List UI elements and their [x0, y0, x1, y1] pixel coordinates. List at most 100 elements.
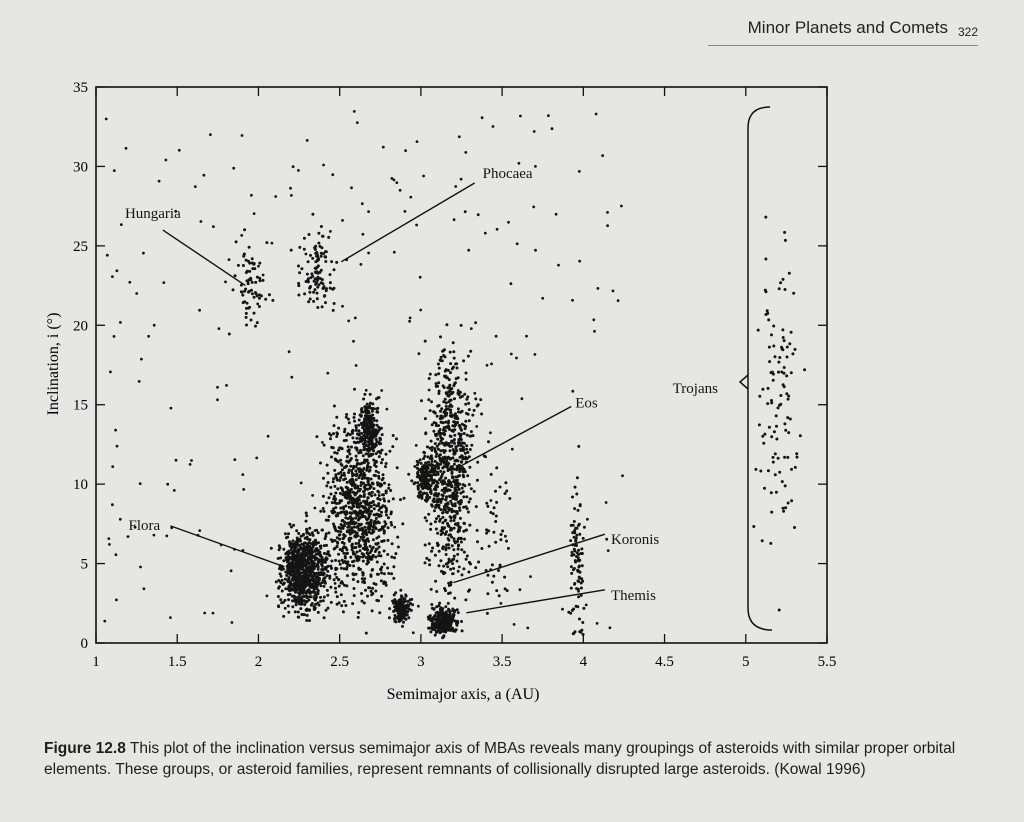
data-point [437, 506, 441, 510]
data-point [358, 474, 362, 478]
data-point [463, 522, 466, 525]
data-point [444, 605, 448, 609]
data-point [769, 541, 773, 545]
data-point [579, 586, 583, 590]
data-point [287, 549, 291, 553]
data-point [376, 481, 379, 485]
data-point [786, 455, 790, 459]
data-point [347, 525, 351, 529]
data-point [438, 453, 442, 457]
data-point [339, 506, 343, 510]
data-point [323, 576, 327, 580]
data-point [443, 443, 447, 447]
data-point [317, 231, 321, 235]
data-point [347, 421, 351, 425]
data-point [240, 234, 244, 237]
data-point [505, 489, 509, 493]
data-point [534, 165, 537, 168]
data-point [441, 449, 445, 452]
data-point [365, 551, 369, 555]
data-point [350, 542, 354, 546]
data-point [335, 536, 339, 540]
data-point [459, 177, 463, 181]
data-point [362, 499, 366, 503]
leader-line-phocaea [340, 182, 475, 263]
data-point [444, 630, 448, 634]
data-point [258, 261, 262, 265]
data-point [468, 523, 472, 527]
data-point [434, 579, 438, 583]
data-point [451, 558, 455, 562]
data-point [471, 413, 475, 417]
data-point [461, 466, 465, 470]
data-point [386, 566, 390, 570]
data-point [289, 186, 292, 190]
data-point [350, 507, 354, 511]
data-point [448, 591, 452, 595]
data-point [439, 355, 443, 359]
data-point [347, 471, 351, 474]
data-point [306, 560, 310, 564]
data-point [381, 458, 384, 461]
x-tick-label: 5.5 [818, 654, 837, 670]
data-point [430, 603, 434, 606]
data-point [773, 355, 777, 359]
x-tick-label: 3 [417, 654, 425, 670]
data-point [393, 617, 396, 621]
data-point [326, 569, 330, 573]
data-point [557, 263, 560, 267]
data-point [309, 285, 312, 288]
data-point [287, 610, 291, 614]
data-point [107, 537, 111, 540]
data-point [456, 611, 460, 615]
data-point [417, 483, 421, 487]
data-point [292, 523, 296, 527]
data-point [464, 505, 468, 509]
data-point [497, 569, 500, 572]
data-point [448, 383, 452, 387]
data-point [347, 319, 351, 323]
data-point [337, 559, 341, 563]
data-point [464, 419, 468, 423]
data-point [335, 595, 339, 599]
data-point [449, 411, 453, 415]
data-point [309, 578, 313, 581]
data-point [442, 487, 446, 490]
data-point [337, 525, 341, 529]
data-point [371, 500, 375, 503]
data-point [448, 515, 452, 519]
data-point [783, 288, 787, 291]
data-point [517, 161, 521, 165]
data-point [333, 582, 337, 585]
data-point [368, 420, 371, 424]
data-point [140, 357, 143, 361]
data-point [374, 547, 378, 551]
data-point [295, 580, 299, 584]
data-point [452, 519, 456, 522]
data-point [422, 457, 426, 461]
data-point [380, 525, 384, 529]
data-point [315, 435, 319, 439]
data-point [621, 474, 624, 478]
data-point [387, 486, 391, 490]
data-point [287, 350, 291, 354]
data-point [456, 547, 460, 551]
data-point [385, 407, 389, 411]
data-point [456, 521, 460, 525]
data-point [458, 470, 462, 474]
data-point [436, 543, 440, 547]
data-point [454, 459, 457, 463]
data-point [380, 389, 384, 392]
data-point [341, 488, 344, 492]
data-point [376, 410, 380, 414]
data-point [338, 446, 342, 450]
data-point [477, 560, 481, 564]
data-point [305, 607, 309, 611]
data-point [486, 573, 490, 577]
data-point [360, 202, 364, 206]
data-point [395, 616, 399, 620]
data-point [439, 449, 443, 453]
data-point [188, 463, 192, 466]
data-point [461, 470, 465, 474]
data-point [438, 601, 442, 605]
